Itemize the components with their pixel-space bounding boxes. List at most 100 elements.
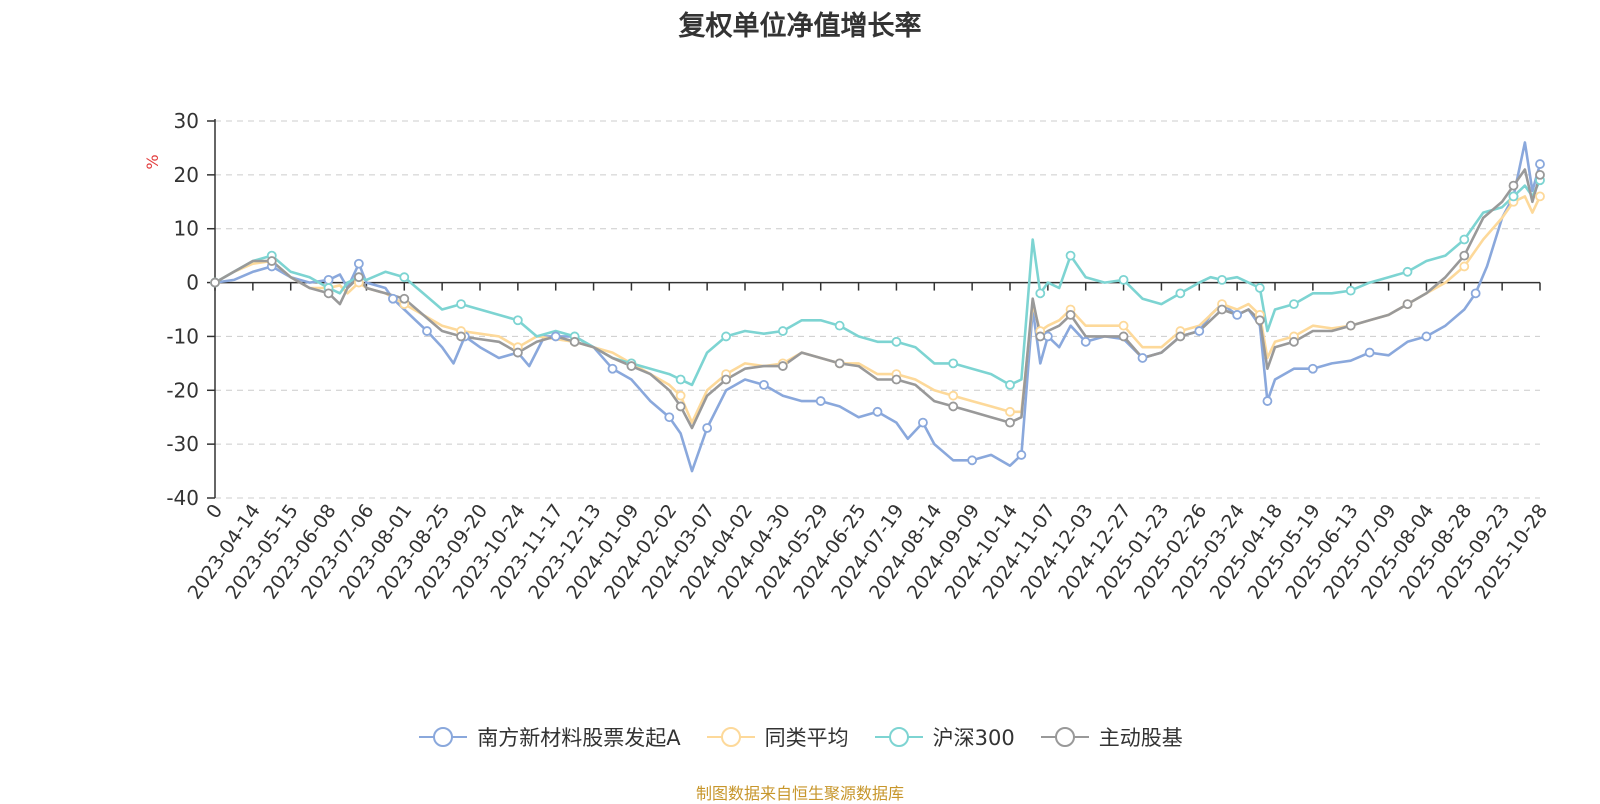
data-point bbox=[1535, 159, 1545, 169]
series-line bbox=[214, 195, 1542, 424]
data-point bbox=[759, 379, 769, 390]
data-point bbox=[1065, 309, 1076, 320]
data-point bbox=[918, 417, 928, 428]
data-point bbox=[675, 390, 686, 401]
data-point bbox=[834, 358, 845, 369]
data-point bbox=[512, 315, 523, 326]
data-point bbox=[1508, 180, 1519, 191]
y-tick-label: -40 bbox=[166, 486, 199, 510]
data-point bbox=[353, 272, 364, 283]
data-point bbox=[1080, 336, 1091, 347]
data-point bbox=[1217, 274, 1227, 285]
y-tick-label: -30 bbox=[166, 432, 199, 456]
data-point bbox=[1118, 320, 1129, 331]
legend-line-circle-icon bbox=[419, 727, 468, 747]
y-tick-label: -10 bbox=[166, 324, 199, 348]
data-point bbox=[388, 293, 398, 304]
data-point bbox=[422, 326, 432, 336]
data-point bbox=[1262, 396, 1273, 406]
legend-label: 主动股基 bbox=[1098, 726, 1183, 750]
legend-label: 同类平均 bbox=[764, 726, 849, 750]
data-point bbox=[1035, 288, 1046, 299]
axes: 3020100-10-20-30-4002023-04-142023-05-15… bbox=[166, 109, 1552, 603]
data-point bbox=[675, 401, 686, 412]
data-point bbox=[1289, 299, 1299, 310]
data-point bbox=[607, 363, 618, 374]
data-point bbox=[1005, 379, 1015, 390]
data-point bbox=[626, 361, 637, 371]
legend-label: 沪深300 bbox=[932, 726, 1015, 750]
data-point bbox=[948, 358, 959, 369]
data-point bbox=[721, 331, 731, 342]
data-point bbox=[967, 455, 978, 466]
data-point bbox=[353, 258, 364, 269]
y-tick-label: 20 bbox=[174, 163, 199, 187]
data-point bbox=[512, 347, 523, 358]
data-point bbox=[872, 406, 883, 417]
data-point bbox=[891, 336, 902, 347]
data-point bbox=[1065, 250, 1076, 261]
legend-line-circle-icon bbox=[874, 727, 923, 747]
data-point bbox=[1118, 331, 1129, 342]
data-point bbox=[1035, 331, 1046, 342]
data-point bbox=[399, 272, 410, 283]
legend-item[interactable]: 沪深300 bbox=[873, 722, 1015, 752]
data-point bbox=[1175, 288, 1186, 299]
data-point bbox=[721, 374, 731, 385]
legend-line-circle-icon bbox=[706, 727, 755, 747]
data-point bbox=[1421, 331, 1432, 342]
data-point bbox=[1194, 326, 1205, 336]
data-point bbox=[1459, 250, 1470, 261]
data-point bbox=[777, 326, 788, 336]
data-point bbox=[1535, 169, 1545, 180]
y-tick-label: -20 bbox=[166, 378, 199, 402]
legend-item[interactable]: 南方新材料股票发起A bbox=[417, 722, 681, 752]
data-point bbox=[675, 374, 686, 385]
data-point bbox=[834, 320, 845, 331]
series-line bbox=[214, 179, 1542, 387]
y-tick-label: 30 bbox=[174, 109, 199, 133]
data-point bbox=[323, 288, 334, 299]
data-point bbox=[1459, 234, 1470, 245]
chart-title: 复权单位净值增长率 bbox=[678, 11, 922, 42]
data-point bbox=[1005, 406, 1015, 417]
data-point bbox=[456, 299, 466, 310]
data-point bbox=[948, 401, 959, 412]
y-tick-label: 0 bbox=[186, 271, 199, 295]
legend: 南方新材料股票发起A 同类平均 沪深300 主动股基 bbox=[0, 722, 1600, 754]
data-point bbox=[1016, 450, 1027, 460]
data-point bbox=[569, 336, 580, 347]
data-point bbox=[399, 293, 410, 304]
data-point bbox=[948, 390, 959, 401]
data-point bbox=[1005, 417, 1015, 428]
data-point bbox=[1232, 309, 1243, 320]
y-tick-label: 10 bbox=[174, 217, 199, 241]
series-lines bbox=[214, 141, 1542, 473]
data-point bbox=[1254, 315, 1265, 326]
legend-item[interactable]: 同类平均 bbox=[705, 722, 849, 752]
data-point bbox=[1118, 274, 1129, 285]
legend-line-circle-icon bbox=[1040, 727, 1089, 747]
data-point bbox=[1289, 336, 1299, 347]
legend-item[interactable]: 主动股基 bbox=[1039, 722, 1183, 752]
data-point bbox=[1254, 283, 1265, 293]
grid-lines bbox=[215, 120, 1540, 499]
data-point bbox=[1137, 353, 1148, 363]
data-point bbox=[1508, 191, 1519, 202]
series-line bbox=[214, 141, 1542, 473]
data-point bbox=[266, 256, 277, 266]
data-point bbox=[210, 277, 220, 288]
line-chart: 3020100-10-20-30-4002023-04-142023-05-15… bbox=[143, 109, 1552, 603]
data-point bbox=[1307, 363, 1318, 374]
data-point bbox=[891, 374, 902, 385]
data-point bbox=[1345, 320, 1356, 331]
data-point bbox=[815, 396, 826, 406]
data-point bbox=[1402, 266, 1413, 277]
data-point bbox=[664, 412, 675, 423]
x-tick-label: 0 bbox=[202, 500, 227, 523]
data-point bbox=[456, 331, 466, 342]
data-point bbox=[323, 274, 334, 285]
data-point bbox=[1470, 288, 1481, 299]
series-markers bbox=[210, 159, 1545, 466]
data-point bbox=[777, 361, 788, 371]
